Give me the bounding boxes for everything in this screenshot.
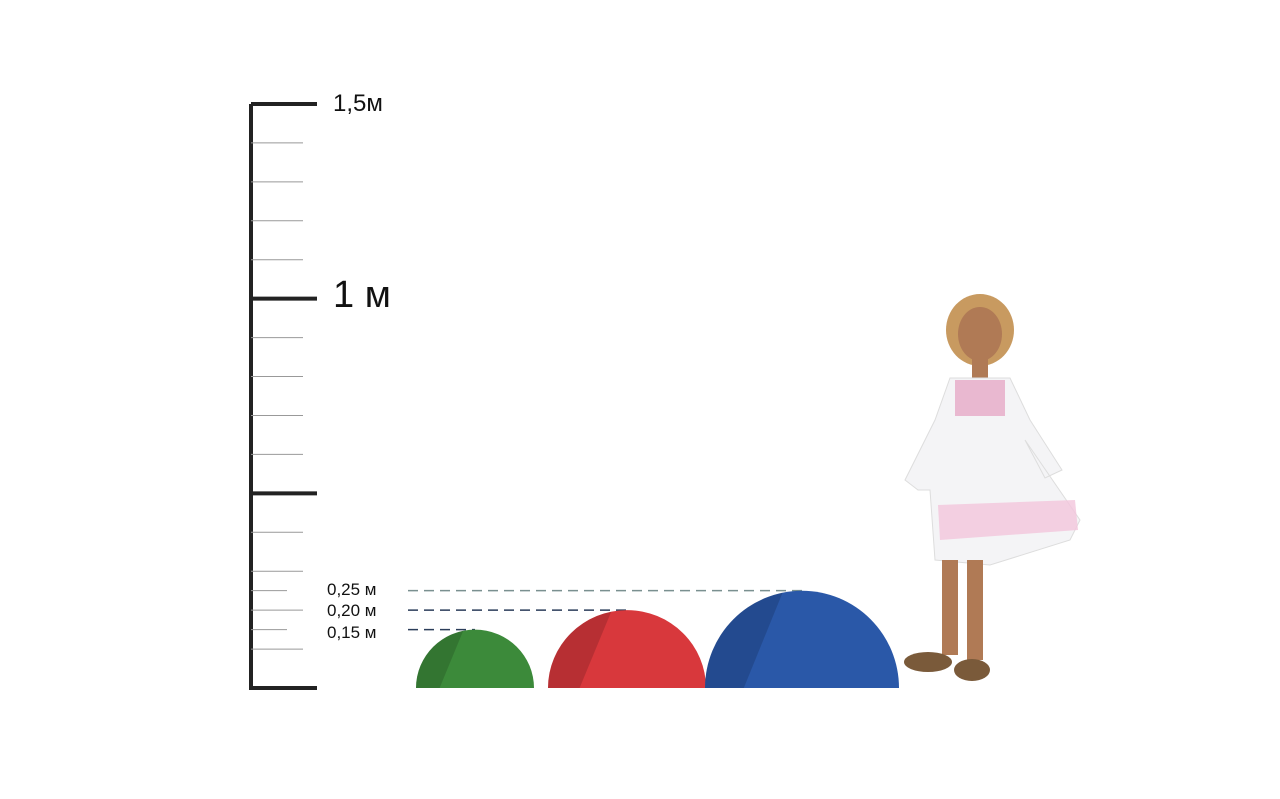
dome-2 — [705, 590, 899, 688]
dome-1 — [548, 610, 706, 688]
scale-label-1-5m: 1,5м — [333, 90, 383, 117]
child-figure — [904, 294, 1081, 681]
scale-label-1m: 1 м — [333, 274, 391, 316]
dome-height-label-small: 0,15 м — [327, 623, 377, 642]
dome-shade — [705, 592, 783, 688]
dome-height-label-medium: 0,20 м — [327, 601, 377, 620]
domes — [408, 589, 899, 688]
dome-shade — [548, 611, 612, 688]
height-ruler — [249, 102, 317, 690]
dome-0 — [416, 629, 534, 688]
dome-height-label-large: 0,25 м — [327, 580, 377, 599]
dome-shade — [415, 630, 464, 688]
